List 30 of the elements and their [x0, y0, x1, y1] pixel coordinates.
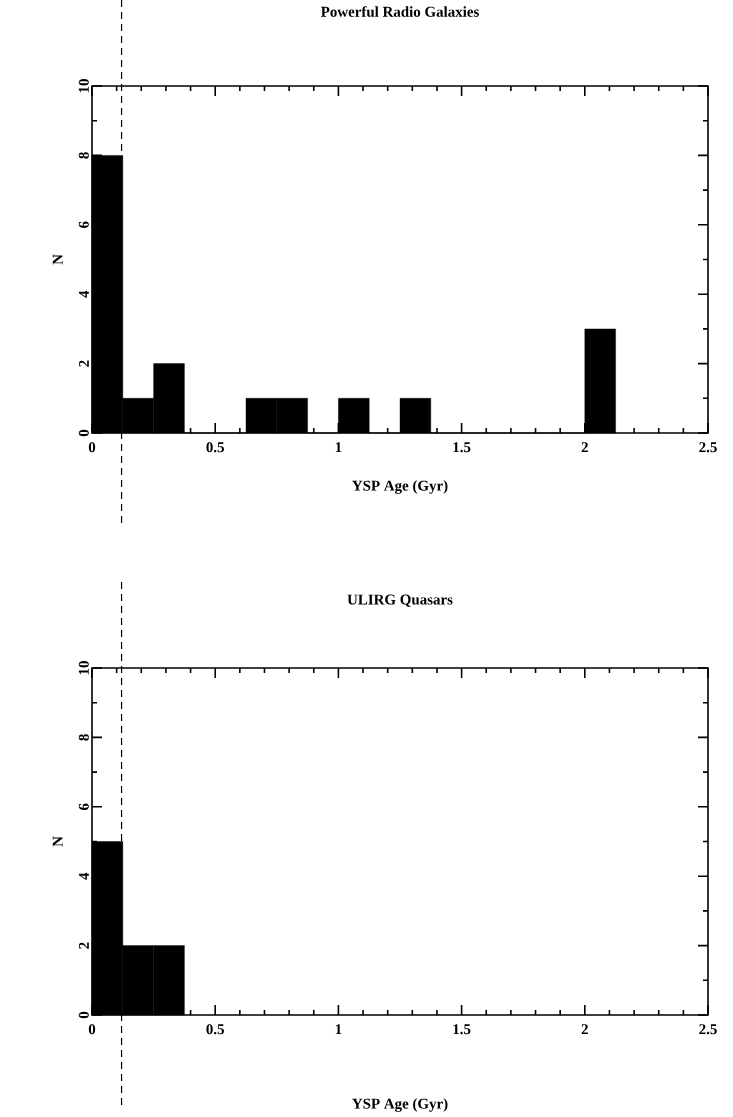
x-tick-label: 2.5 — [699, 442, 717, 453]
y-tick-label: 10 — [78, 79, 89, 93]
x-tick-label: 0.5 — [206, 1024, 224, 1035]
x-tick-label: 0 — [88, 442, 96, 453]
x-tick-label: 1.5 — [453, 442, 471, 453]
y-axis-title: N — [52, 836, 63, 847]
y-tick-label: 10 — [78, 661, 89, 675]
y-tick-label: 8 — [78, 734, 89, 741]
x-tick-label: 2 — [581, 442, 588, 453]
x-tick-label: 0 — [88, 1024, 96, 1035]
y-tick-label: 2 — [78, 942, 89, 949]
x-tick-label: 1 — [335, 442, 342, 453]
x-tick-label: 0.5 — [206, 442, 224, 453]
y-axis-title: N — [52, 254, 63, 265]
y-tick-label: 8 — [78, 152, 89, 159]
y-tick-label: 0 — [78, 429, 89, 437]
y-tick-label: 4 — [78, 872, 89, 880]
y-tick-label: 6 — [78, 803, 89, 811]
x-tick-label: 1 — [335, 1024, 342, 1035]
x-tick-label: 1.5 — [453, 1024, 471, 1035]
y-tick-label: 6 — [78, 221, 89, 229]
x-axis-title: YSP Age (Gyr) — [352, 1098, 448, 1112]
x-tick-label: 2.5 — [699, 1024, 717, 1035]
y-tick-label: 4 — [78, 290, 89, 298]
y-tick-label: 0 — [78, 1011, 89, 1019]
x-axis-title: YSP Age (Gyr) — [352, 480, 448, 494]
chart-title: Powerful Radio Galaxies — [320, 6, 479, 17]
x-tick-label: 2 — [581, 1024, 588, 1035]
y-tick-label: 2 — [78, 360, 89, 367]
chart-title: ULIRG Quasars — [347, 594, 453, 607]
